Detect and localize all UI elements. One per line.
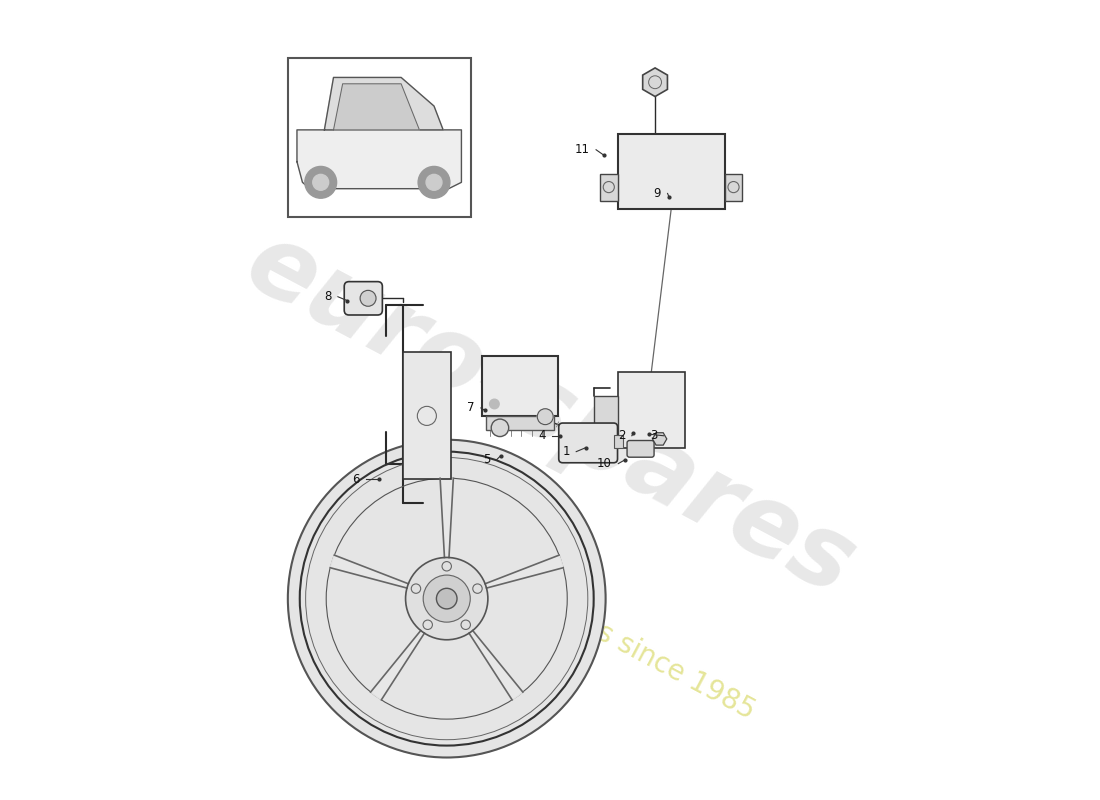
Text: 6: 6 <box>352 473 360 486</box>
FancyBboxPatch shape <box>344 282 383 315</box>
Polygon shape <box>371 630 425 700</box>
Text: 4: 4 <box>539 430 546 442</box>
Polygon shape <box>440 478 453 558</box>
Circle shape <box>424 575 470 622</box>
Text: 3: 3 <box>650 430 658 442</box>
Polygon shape <box>330 555 408 588</box>
Circle shape <box>537 409 553 425</box>
Polygon shape <box>485 555 563 588</box>
Bar <box>617 134 725 210</box>
Text: 7: 7 <box>468 402 474 414</box>
Text: euro-spares: euro-spares <box>230 215 870 617</box>
Text: 8: 8 <box>324 290 331 303</box>
Circle shape <box>490 399 499 409</box>
Circle shape <box>305 166 337 198</box>
Circle shape <box>288 440 606 758</box>
Circle shape <box>418 166 450 198</box>
Bar <box>486 416 554 430</box>
Text: 1: 1 <box>562 445 570 458</box>
Polygon shape <box>333 84 419 130</box>
Text: 11: 11 <box>574 143 590 156</box>
Polygon shape <box>469 630 522 700</box>
Polygon shape <box>297 130 461 189</box>
Bar <box>483 356 558 416</box>
Text: 10: 10 <box>597 457 612 470</box>
Polygon shape <box>324 78 443 130</box>
Text: a passion for parts since 1985: a passion for parts since 1985 <box>376 504 759 726</box>
Polygon shape <box>652 433 667 445</box>
Circle shape <box>312 174 329 190</box>
Bar <box>594 396 617 444</box>
Circle shape <box>492 419 508 437</box>
Circle shape <box>437 588 456 609</box>
Text: 2: 2 <box>618 430 626 442</box>
Bar <box>617 372 685 448</box>
FancyBboxPatch shape <box>627 441 654 457</box>
Circle shape <box>406 558 488 640</box>
FancyBboxPatch shape <box>559 423 617 462</box>
Bar <box>601 174 617 202</box>
Polygon shape <box>642 68 668 97</box>
Bar <box>725 174 742 202</box>
Bar <box>614 435 623 448</box>
Text: 5: 5 <box>483 453 491 466</box>
Circle shape <box>360 290 376 306</box>
Bar <box>403 352 451 479</box>
Circle shape <box>426 174 442 190</box>
Text: 9: 9 <box>653 187 661 200</box>
Bar <box>288 58 471 218</box>
